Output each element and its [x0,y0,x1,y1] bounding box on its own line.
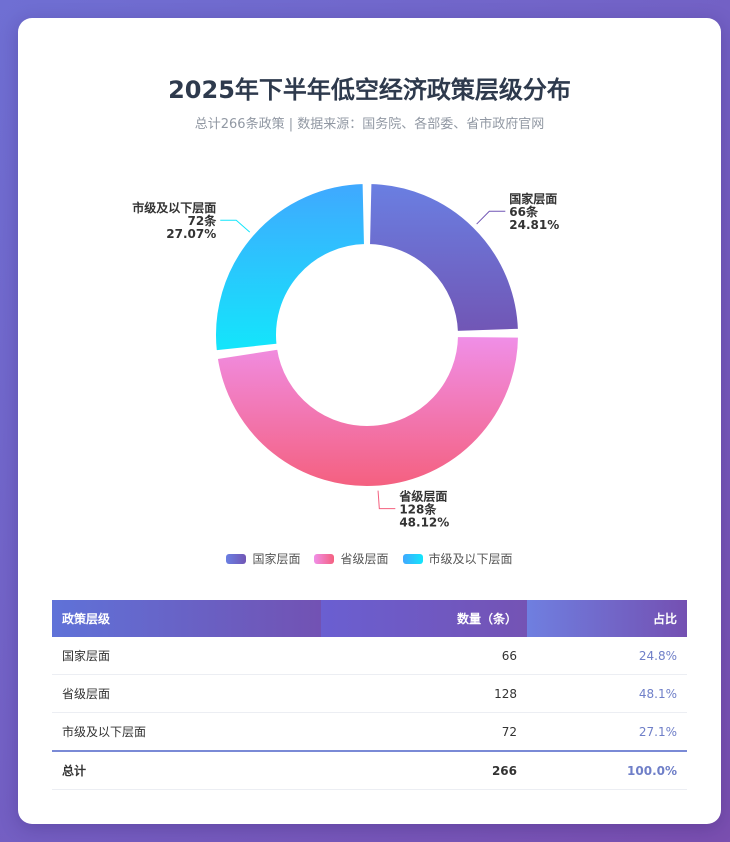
summary-table: 政策层级 数量（条） 占比 国家层面 66 24.8% 省级层面 128 48.… [52,600,687,790]
table-row: 省级层面 128 48.1% [52,674,687,713]
total-label: 总计 [52,750,321,790]
table-header-row: 政策层级 数量（条） 占比 [52,600,687,637]
header-level: 政策层级 [52,600,321,637]
table-row: 市级及以下层面 72 27.1% [52,712,687,752]
table-total-row: 总计 266 100.0% [52,750,687,790]
row-share: 48.1% [527,674,687,713]
legend-label-national: 国家层面 [252,552,301,566]
row-count: 66 [321,637,527,675]
row-share: 24.8% [527,637,687,675]
table-row: 国家层面 66 24.8% [52,637,687,675]
donut-slice-municipal[interactable] [214,182,366,353]
row-share: 27.1% [527,712,687,752]
row-count: 72 [321,712,527,752]
legend-label-municipal: 市级及以下层面 [428,552,513,566]
row-count: 128 [321,674,527,713]
donut-chart: 国家层面 66条 24.81% 省级层面 128条 48.12% 市级及以下层面 72条 27.… [132,182,559,530]
data-label-municipal: 市级及以下层面 72条 27.07% [132,200,217,241]
legend-swatch-provincial [314,553,335,564]
legend-label-provincial: 省级层面 [340,552,389,566]
legend-item-provincial[interactable]: 省级层面 [314,550,389,567]
leader-line-municipal [220,219,251,233]
chart-subtitle: 总计266条政策 | 数据来源：国务院、各部委、省市政府官网 [194,117,545,132]
total-share: 100.0% [527,750,687,790]
legend-item-national[interactable]: 国家层面 [226,550,300,567]
leader-line-national [476,210,506,225]
chart-title: 2025年下半年低空经济政策层级分布 [168,76,571,104]
legend-swatch-national [226,553,247,564]
data-label-provincial: 省级层面 128条 48.12% [398,489,449,530]
donut-slice-provincial[interactable] [215,334,520,488]
header-share: 占比 [527,600,687,637]
header-count: 数量（条） [321,600,527,637]
donut-slice-national[interactable] [368,182,520,333]
row-level: 市级及以下层面 [52,712,321,752]
row-level: 国家层面 [52,637,321,675]
chart-legend: 国家层面 省级层面 市级及以下层面 [18,550,721,567]
chart-card: 2025年下半年低空经济政策层级分布 总计266条政策 | 数据来源：国务院、各… [18,18,721,824]
leader-line-provincial [377,490,396,510]
total-count: 266 [321,750,527,790]
legend-swatch-municipal [402,553,423,564]
data-label-national: 国家层面 66条 24.81% [509,191,559,232]
legend-item-municipal[interactable]: 市级及以下层面 [402,550,513,567]
row-level: 省级层面 [52,674,321,713]
